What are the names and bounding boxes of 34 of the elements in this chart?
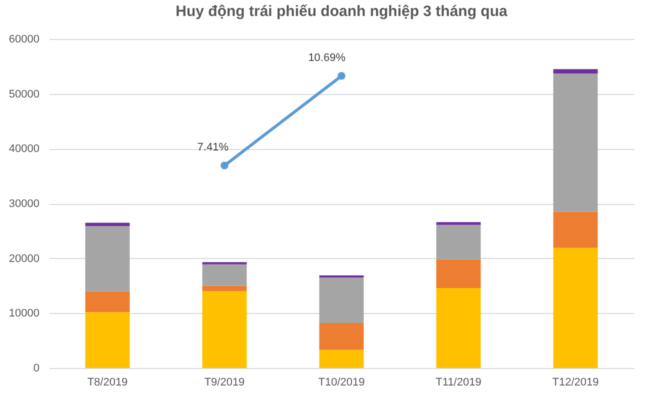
x-tick-label: T12/2019 xyxy=(552,376,599,388)
y-tick-label: 30000 xyxy=(8,198,40,210)
y-tick-label: 60000 xyxy=(8,34,40,46)
bar xyxy=(436,224,481,260)
bar xyxy=(202,291,247,368)
bar xyxy=(436,259,481,288)
bar xyxy=(553,212,598,248)
bar xyxy=(85,291,130,312)
bar xyxy=(553,248,598,368)
bar xyxy=(553,74,598,212)
chart-title: Huy động trái phiếu doanh nghiệp 3 tháng qua xyxy=(176,3,508,20)
bar xyxy=(202,264,247,286)
bar xyxy=(319,350,364,368)
bar xyxy=(319,275,364,278)
x-tick-label: T10/2019 xyxy=(318,376,365,388)
x-tick-label: T9/2019 xyxy=(204,376,245,388)
bar xyxy=(553,69,598,74)
y-tick-label: 0 xyxy=(33,362,40,374)
bar xyxy=(85,312,130,368)
x-tick-label: T8/2019 xyxy=(87,376,128,388)
y-tick-label: 10000 xyxy=(8,308,40,320)
data-label: 7.41% xyxy=(197,142,229,154)
y-tick-label: 50000 xyxy=(8,88,40,100)
x-tick-label: T11/2019 xyxy=(436,376,482,388)
bar xyxy=(85,226,130,292)
bar xyxy=(319,323,364,350)
y-tick-label: 40000 xyxy=(8,143,40,156)
data-label: 10.69% xyxy=(308,52,346,64)
bar xyxy=(85,222,130,226)
y-tick-label: 20000 xyxy=(8,252,40,265)
bar xyxy=(436,222,481,225)
bar xyxy=(202,286,247,292)
bar xyxy=(436,288,481,368)
bar xyxy=(319,278,364,324)
